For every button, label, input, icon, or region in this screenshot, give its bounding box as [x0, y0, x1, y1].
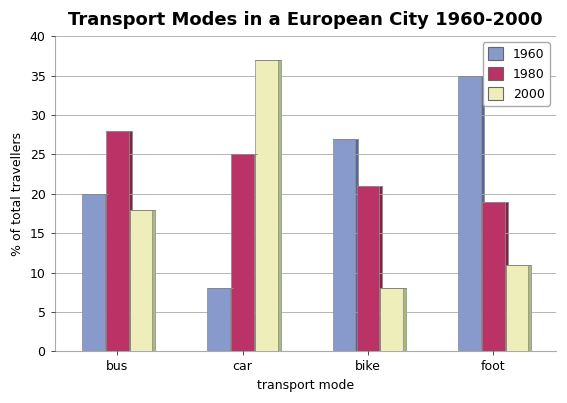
Polygon shape [403, 288, 406, 351]
Polygon shape [278, 60, 281, 351]
Polygon shape [379, 186, 382, 351]
Polygon shape [528, 265, 531, 351]
Y-axis label: % of total travellers: % of total travellers [11, 132, 24, 256]
Bar [130, 210, 153, 351]
X-axis label: transport mode: transport mode [257, 379, 354, 392]
Bar [208, 288, 230, 351]
Legend: 1960, 1980, 2000: 1960, 1980, 2000 [483, 42, 549, 106]
Bar [333, 139, 356, 351]
Title: Transport Modes in a European City 1960-2000: Transport Modes in a European City 1960-… [68, 11, 543, 29]
Polygon shape [129, 131, 132, 351]
Bar [255, 60, 278, 351]
Bar [106, 131, 129, 351]
Polygon shape [505, 202, 507, 351]
Bar [231, 154, 254, 351]
Bar [82, 194, 105, 351]
Bar [380, 288, 403, 351]
Polygon shape [254, 154, 257, 351]
Polygon shape [105, 194, 108, 351]
Polygon shape [481, 76, 484, 351]
Polygon shape [230, 288, 233, 351]
Bar [482, 202, 505, 351]
Bar [506, 265, 528, 351]
Bar [357, 186, 379, 351]
Polygon shape [153, 210, 155, 351]
Polygon shape [356, 139, 358, 351]
Bar [458, 76, 481, 351]
